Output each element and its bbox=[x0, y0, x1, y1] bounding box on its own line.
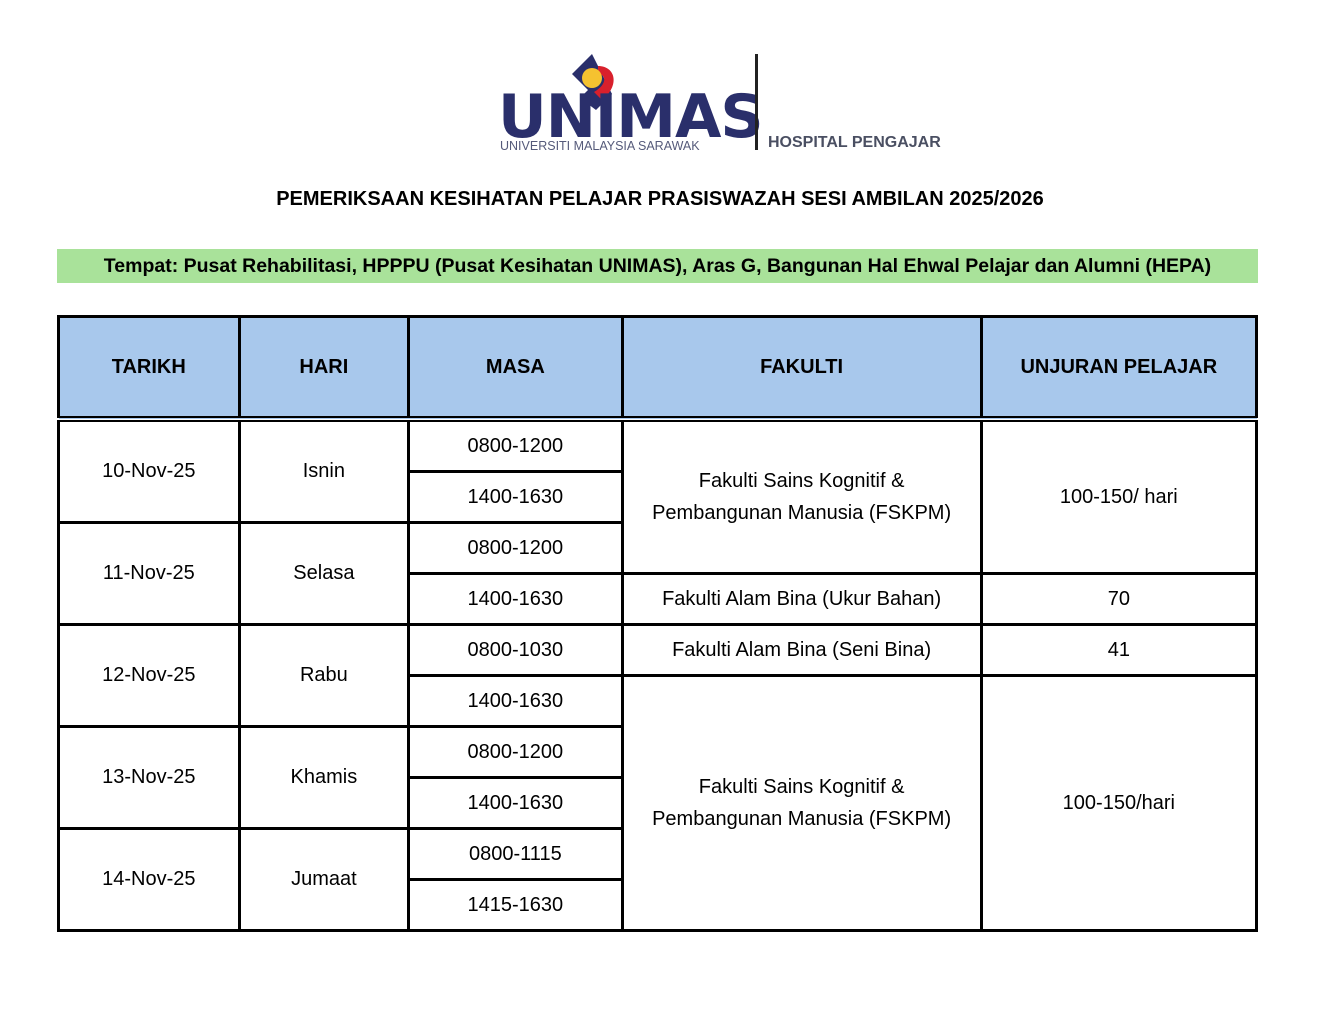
time-cell: 1400-1630 bbox=[407, 572, 624, 626]
table-row: 12-Nov-25 Rabu 0800-1030 Fakulti Alam Bi… bbox=[57, 623, 1259, 728]
faculty-line: Fakulti Sains Kognitif & bbox=[698, 776, 905, 798]
time-cell: 0800-1200 bbox=[407, 417, 624, 473]
count-cell: 100-150/ hari bbox=[979, 417, 1259, 575]
faculty-cell: Fakulti Sains Kognitif & Pembangunan Manu… bbox=[620, 674, 983, 932]
count-cell: 100-150/hari bbox=[979, 674, 1259, 932]
day-cell: Isnin bbox=[237, 417, 411, 524]
time-cell: 1415-1630 bbox=[407, 878, 624, 932]
table-row: 11-Nov-25 Selasa 0800-1200 bbox=[57, 521, 1257, 626]
unimas-emblem-icon bbox=[572, 54, 614, 110]
schedule-table: TARIKH HARI MASA FAKULTI UNJURAN PELAJAR… bbox=[57, 315, 1259, 932]
faculty-cell: Fakulti Sains Kognitif & Pembangunan Manu… bbox=[620, 417, 983, 575]
logo-divider bbox=[755, 54, 758, 150]
date-cell: 14-Nov-25 bbox=[57, 827, 241, 932]
day-cell: Selasa bbox=[237, 521, 411, 626]
count-cell: 41 bbox=[979, 623, 1259, 677]
time-cell: 0800-1200 bbox=[407, 725, 624, 779]
time-cell: 0800-1200 bbox=[407, 521, 624, 575]
header-tarikh: TARIKH bbox=[57, 315, 241, 422]
unimas-logo: UNIMAS UNIVERSITI MALAYSIA SARAWAK HOSPI… bbox=[498, 52, 968, 162]
table-row: 10-Nov-25 Isnin 0800-1200 Fakulti Sains … bbox=[57, 417, 1259, 575]
table-row: 13-Nov-25 Khamis 0800-1200 bbox=[57, 725, 1257, 830]
header-hari: HARI bbox=[237, 315, 411, 422]
logo-subtitle: UNIVERSITI MALAYSIA SARAWAK bbox=[500, 139, 700, 153]
header-unjuran: UNJURAN PELAJAR bbox=[979, 315, 1259, 422]
faculty-line: Pembangunan Manusia (FSKPM) bbox=[652, 808, 952, 830]
faculty-line: Pembangunan Manusia (FSKPM) bbox=[652, 502, 952, 524]
table-row: 1400-1630 bbox=[59, 470, 1257, 524]
table-row: 1400-1630 Fakulti Alam Bina (Ukur Bahan)… bbox=[59, 572, 1259, 626]
table-row: 1400-1630 Fakulti Sains Kognitif & Pemban… bbox=[59, 674, 1259, 932]
date-cell: 13-Nov-25 bbox=[57, 725, 241, 830]
count-cell: 70 bbox=[979, 572, 1259, 626]
venue-banner: Tempat: Pusat Rehabilitasi, HPPPU (Pusat… bbox=[57, 249, 1258, 283]
header-masa: MASA bbox=[407, 315, 624, 422]
page-title: PEMERIKSAAN KESIHATAN PELAJAR PRASISWAZA… bbox=[276, 188, 1044, 210]
table-row: 14-Nov-25 Jumaat 0800-1115 bbox=[57, 827, 1257, 932]
date-cell: 11-Nov-25 bbox=[57, 521, 241, 626]
table-row: 1415-1630 bbox=[59, 878, 1257, 932]
date-cell: 10-Nov-25 bbox=[57, 417, 241, 524]
time-cell: 1400-1630 bbox=[407, 674, 624, 728]
time-cell: 1400-1630 bbox=[407, 470, 624, 524]
table-header-row: TARIKH HARI MASA FAKULTI UNJURAN PELAJAR bbox=[57, 315, 1259, 422]
day-cell: Khamis bbox=[237, 725, 411, 830]
header-fakulti: FAKULTI bbox=[620, 315, 983, 422]
time-cell: 0800-1030 bbox=[407, 623, 624, 677]
day-cell: Jumaat bbox=[237, 827, 411, 932]
faculty-cell: Fakulti Alam Bina (Ukur Bahan) bbox=[620, 572, 983, 626]
day-cell: Rabu bbox=[237, 623, 411, 728]
logo-unit: HOSPITAL PENGAJAR bbox=[768, 134, 941, 151]
logo-wordmark: UNIMAS bbox=[498, 82, 764, 152]
table-row: 1400-1630 bbox=[59, 776, 1257, 830]
faculty-cell: Fakulti Alam Bina (Seni Bina) bbox=[620, 623, 983, 677]
faculty-line: Fakulti Sains Kognitif & bbox=[698, 470, 905, 492]
date-cell: 12-Nov-25 bbox=[57, 623, 241, 728]
time-cell: 0800-1115 bbox=[407, 827, 624, 881]
time-cell: 1400-1630 bbox=[407, 776, 624, 830]
